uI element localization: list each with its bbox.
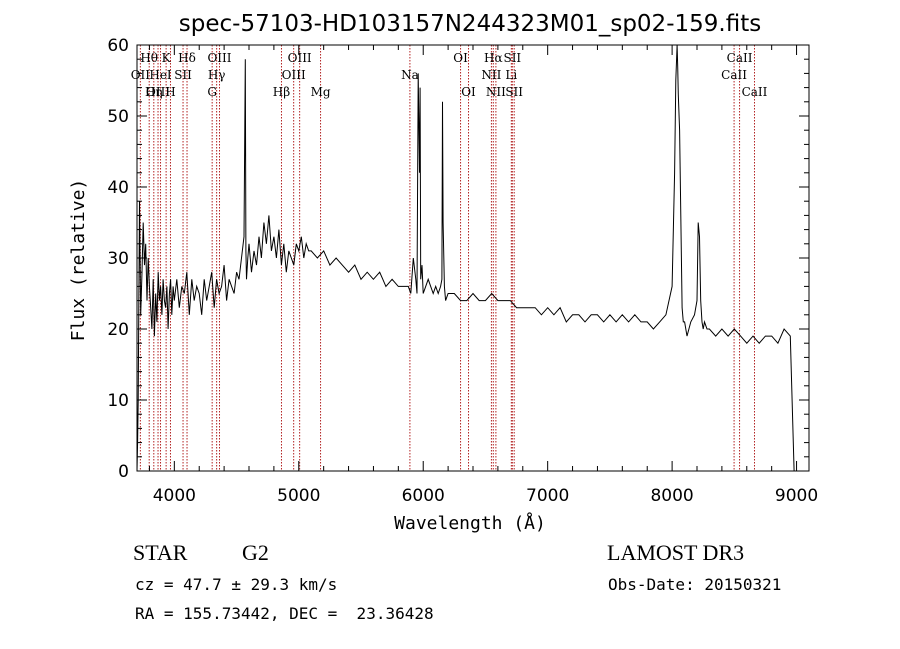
x-tick-label: 7000 [526, 486, 569, 506]
observation-date: Obs-Date: 20150321 [608, 575, 782, 594]
line-markers [139, 45, 755, 471]
line-label: Hδ [178, 51, 196, 65]
line-label: NII [486, 85, 506, 99]
line-label: CaII [742, 85, 768, 99]
line-label: SII [505, 85, 523, 99]
redshift-cz: cz = 47.7 ± 29.3 km/s [135, 575, 338, 594]
line-label: SII [503, 51, 521, 65]
line-label: Hα [484, 51, 503, 65]
y-tick-label: 30 [107, 249, 129, 269]
line-label: OIII [288, 51, 312, 65]
y-tick-label: 50 [107, 107, 129, 127]
line-label: OIII [207, 51, 231, 65]
x-tick-label: 9000 [775, 486, 818, 506]
object-subclass: G2 [242, 540, 269, 565]
line-label: K [162, 51, 172, 65]
spectrum-line [136, 44, 795, 472]
x-tick-label: 8000 [650, 486, 693, 506]
x-axis-ticks: 4000 5000 6000 7000 8000 9000 [148, 45, 818, 506]
x-tick-label: 5000 [277, 486, 320, 506]
line-label: CaII [727, 51, 753, 65]
line-label: Li [505, 68, 517, 82]
line-label: CaII [721, 68, 747, 82]
y-axis-ticks: 0 10 20 30 40 50 60 [107, 36, 809, 482]
coordinates: RA = 155.73442, DEC = 23.36428 [135, 604, 434, 623]
y-tick-label: 0 [118, 462, 129, 482]
line-label: Hη [145, 85, 163, 99]
line-labels: Hθ OII OIII K HeI Hη SII H Hδ OIII Hγ G OIII OIII Hβ Mg… [131, 51, 768, 99]
y-axis-label: Flux (relative) [68, 179, 89, 342]
x-axis-label: Wavelength (Å) [394, 512, 546, 534]
line-label: Hβ [273, 85, 290, 99]
line-label: G [207, 85, 217, 99]
plot-frame [136, 44, 810, 472]
line-label: NII [481, 68, 501, 82]
line-label: SII [174, 68, 192, 82]
line-label: OIII [146, 85, 170, 99]
line-label: Hθ [140, 51, 158, 65]
line-label: OI [461, 85, 476, 99]
line-label: OI [453, 51, 468, 65]
line-label: Mg [311, 85, 331, 99]
line-label: Na [401, 68, 419, 82]
x-tick-label: 6000 [402, 486, 445, 506]
survey-name: LAMOST DR3 [607, 540, 745, 565]
y-tick-label: 40 [107, 178, 129, 198]
chart-title: spec-57103-HD103157N244323M01_sp02-159.f… [179, 11, 761, 37]
line-label: Hγ [208, 68, 226, 82]
line-label: H [165, 85, 175, 99]
x-tick-label: 4000 [153, 486, 196, 506]
y-tick-label: 20 [107, 320, 129, 340]
line-label: HeI [149, 68, 172, 82]
line-label: OII [131, 68, 151, 82]
object-class: STAR [133, 540, 188, 565]
y-tick-label: 60 [107, 36, 129, 56]
line-label: OIII [282, 68, 306, 82]
y-tick-label: 10 [107, 391, 129, 411]
